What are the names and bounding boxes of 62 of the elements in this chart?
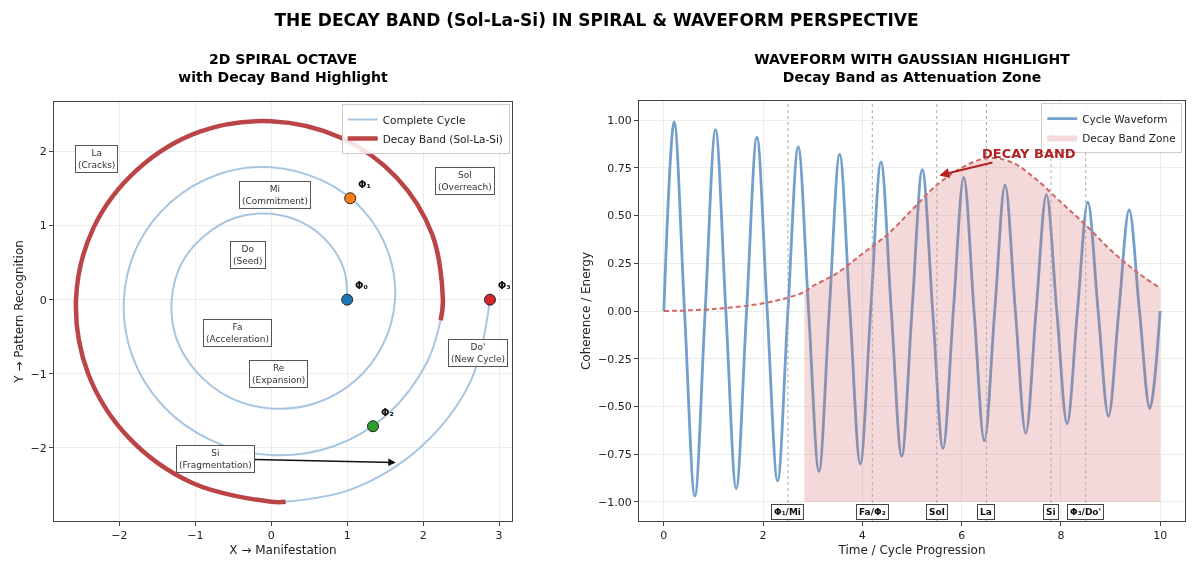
y-axis-title: Coherence / Energy: [579, 251, 594, 371]
point: [367, 420, 379, 433]
ref-line-label: Si: [1046, 507, 1056, 517]
x-tick-label: 0: [267, 529, 275, 543]
y-tick-label: 1.00: [607, 113, 632, 127]
y-axis-title: Y → Pattern Recognition: [11, 240, 26, 384]
annotation: Do (Seed): [233, 244, 263, 266]
chart-subtitle: with Decay Band Highlight: [178, 69, 389, 86]
chart-title: 2D SPIRAL OCTAVE: [208, 51, 358, 67]
y-tick-label: −2: [30, 441, 47, 455]
text: THE DECAY BAND (Sol-La-Si) IN SPIRAL & WAVEFORM PERSPECTIVE: [273, 10, 920, 30]
y-tick-label: 0.25: [607, 257, 632, 271]
legend-label: Cycle Waveform: [1082, 112, 1168, 125]
y-tick-label: 0.00: [607, 304, 632, 318]
annotation: Si (Fragmentation): [179, 448, 252, 470]
chart-title: WAVEFORM WITH GAUSSIAN HIGHLIGHT: [754, 51, 1071, 67]
x-axis-title: X → Manifestation: [229, 543, 337, 558]
y-tick-label: −0.75: [598, 448, 632, 462]
y-tick-label: −0.25: [598, 352, 632, 366]
y-tick-label: −1: [30, 367, 47, 381]
x-tick-label: 4: [858, 529, 866, 543]
ref-line-label: La: [980, 507, 992, 517]
x-tick-label: 6: [958, 529, 966, 543]
y-tick-label: 0.75: [607, 161, 632, 175]
annotation: Do' (New Cycle): [451, 342, 506, 364]
x-axis-title: Time / Cycle Progression: [837, 543, 986, 558]
ref-line-label: Sol: [929, 507, 945, 517]
data-label: Φ₃: [497, 280, 511, 292]
y-tick-label: 1: [39, 219, 47, 233]
point: [341, 293, 354, 306]
legend-label: Decay Band Zone: [1082, 131, 1176, 144]
data-label: Φ₀: [355, 280, 368, 292]
chart-subtitle: Decay Band as Attenuation Zone: [782, 69, 1042, 86]
annotation: DECAY BAND: [982, 146, 1076, 161]
x-tick-label: −1: [187, 529, 204, 543]
y-tick-label: 0: [39, 293, 47, 307]
legend-label: Complete Cycle: [382, 113, 466, 126]
annotation: Re (Expansion): [252, 363, 306, 385]
x-tick-label: 0: [660, 529, 668, 543]
point: [344, 192, 357, 205]
y-tick-label: −0.50: [598, 400, 632, 414]
data-label: Φ₁: [358, 178, 371, 190]
x-tick-label: −2: [111, 529, 128, 543]
x-tick-label: 1: [343, 529, 351, 543]
x-tick-label: 2: [419, 529, 427, 543]
x-tick-label: 8: [1057, 529, 1065, 543]
annotation: Sol (Overreach): [438, 170, 492, 192]
ref-line-label: Φ₁/Mi: [774, 507, 801, 517]
ref-line-label: Φ₃/Do': [1070, 507, 1102, 517]
point: [483, 293, 496, 306]
data-label: Φ₂: [380, 406, 394, 418]
x-tick-label: 10: [1153, 529, 1168, 543]
x-tick-label: 3: [495, 529, 503, 543]
annotation: Mi (Commitment): [242, 184, 308, 206]
y-tick-label: 0.50: [607, 209, 632, 223]
legend-label: Decay Band (Sol-La-Si): [382, 132, 503, 145]
y-tick-label: −1.00: [598, 495, 632, 509]
annotation: Fa (Acceleration): [206, 322, 269, 344]
y-tick-label: 2: [39, 145, 47, 159]
ref-line-label: Fa/Φ₂: [859, 507, 886, 517]
x-tick-label: 2: [759, 529, 767, 543]
annotation: La (Cracks): [78, 148, 116, 170]
